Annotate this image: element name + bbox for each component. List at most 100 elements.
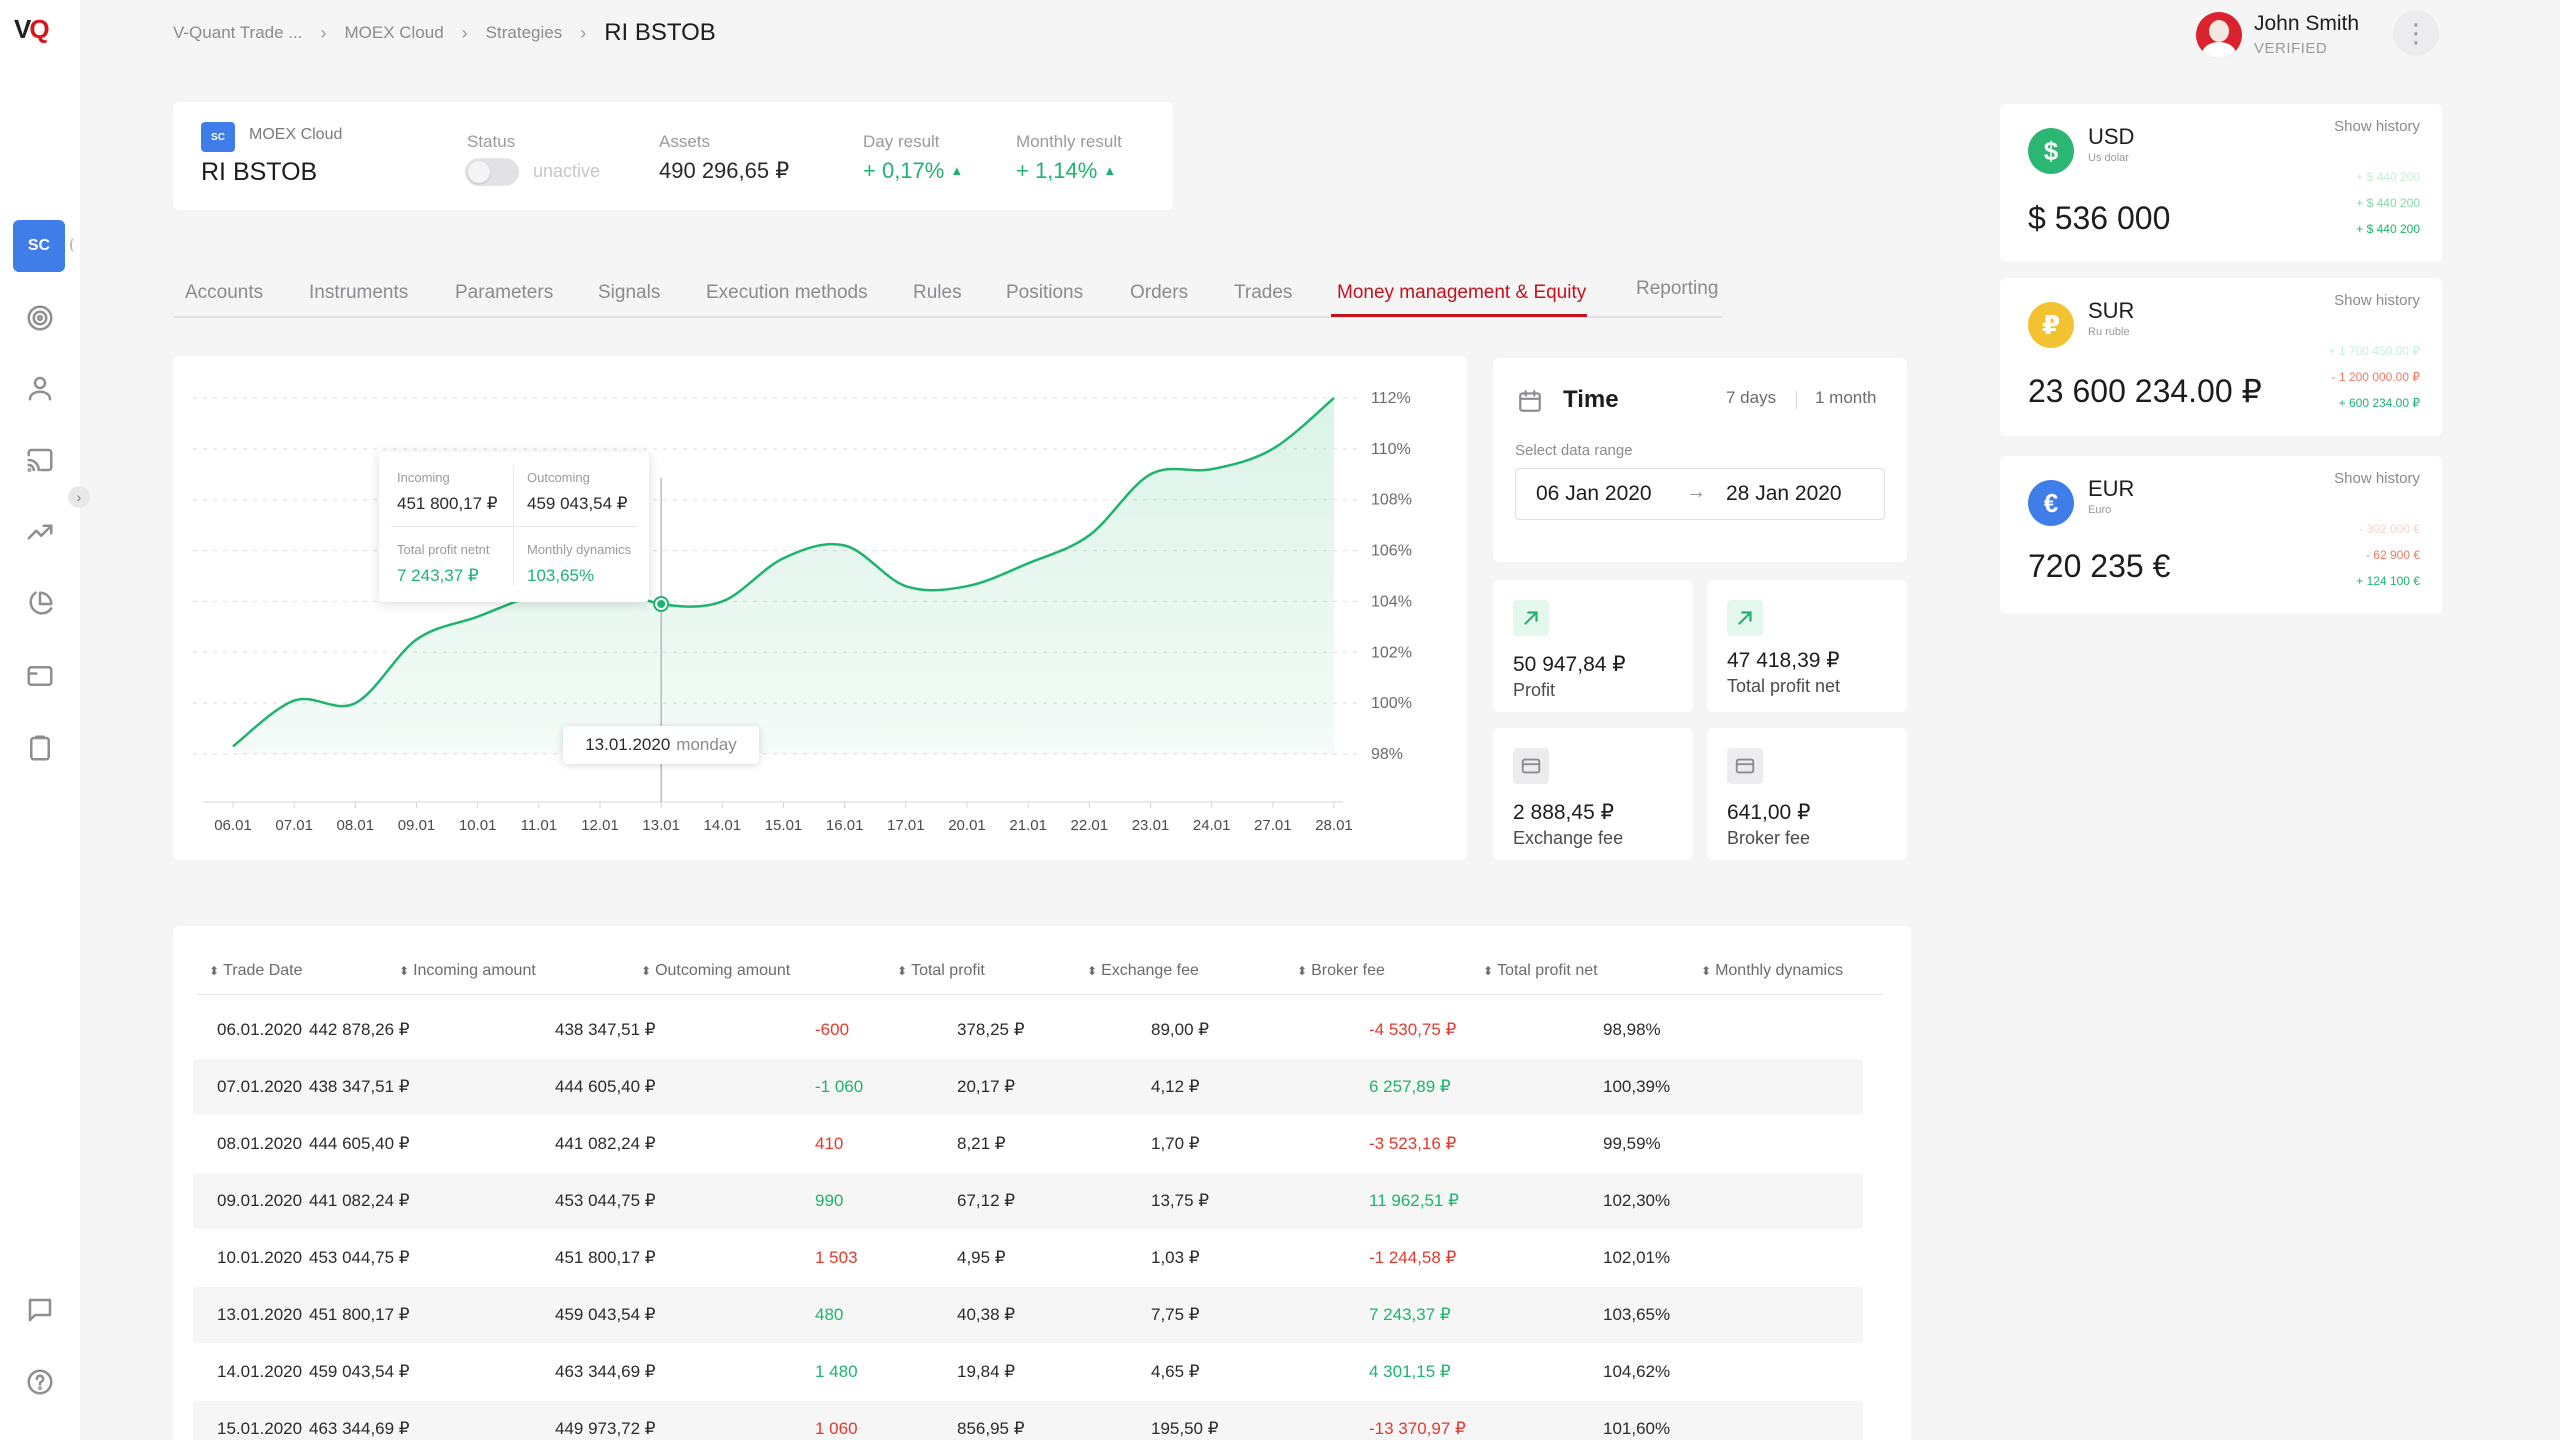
x-tick-label: 22.01	[1071, 817, 1109, 834]
range-1-month[interactable]: 1 month	[1815, 388, 1877, 407]
stat-label: Profit	[1513, 680, 1556, 700]
column-header-incoming[interactable]: ⬍ Incoming amount	[399, 962, 536, 979]
sidebar: VQ SC ›	[0, 0, 90, 1440]
column-header-trade-date[interactable]: ⬍ Trade Date	[209, 962, 303, 979]
currency-card-eur: € EUR Euro Show history 720 235 € - 302 …	[2000, 456, 2442, 614]
pie-chart-icon[interactable]	[20, 584, 60, 624]
table-cell: 441 082,24 ₽	[555, 1134, 656, 1153]
table-cell: 990	[815, 1191, 844, 1210]
table-cell: 104,62%	[1603, 1362, 1671, 1381]
tab-instruments[interactable]: Instruments	[309, 282, 409, 303]
column-header-total-profit[interactable]: ⬍ Total profit	[897, 962, 985, 979]
clipboard-icon[interactable]	[20, 728, 60, 768]
sort-icon: ⬍	[1087, 964, 1098, 978]
table-cell: 449 973,72 ₽	[555, 1419, 656, 1438]
tab-rules[interactable]: Rules	[913, 282, 962, 303]
card-icon	[1513, 748, 1549, 784]
history-entry: + 600 234.00 ₽	[2338, 396, 2420, 410]
table-cell: 459 043,54 ₽	[555, 1305, 656, 1324]
sidebar-expand-button[interactable]: ›	[68, 486, 90, 508]
date-range-picker[interactable]: 06 Jan 2020 → 28 Jan 2020	[1515, 468, 1885, 520]
chat-icon[interactable]	[20, 1290, 60, 1330]
table-row[interactable]: 13.01.2020 451 800,17 ₽ 459 043,54 ₽ 480 40,…	[193, 1287, 1863, 1343]
column-header-outcoming[interactable]: ⬍ Outcoming amount	[641, 962, 791, 979]
app-logo[interactable]: VQ	[14, 14, 50, 44]
breadcrumb-item[interactable]: MOEX Cloud	[344, 23, 444, 42]
trending-up-icon[interactable]	[20, 512, 60, 552]
x-tick-label: 15.01	[765, 817, 803, 834]
user-icon[interactable]	[20, 368, 60, 408]
column-header-total-profit-net[interactable]: ⬍ Total profit net	[1483, 962, 1598, 979]
table-cell: 06.01.2020	[217, 1020, 303, 1039]
more-menu-button[interactable]: ⋮	[2393, 10, 2439, 56]
user-status: VERIFIED	[2254, 40, 2328, 57]
show-history-link[interactable]: Show history	[2334, 118, 2420, 135]
table-row[interactable]: 08.01.2020 444 605,40 ₽ 441 082,24 ₽ 410 8,2…	[193, 1116, 1863, 1172]
table-cell: -13 370,97 ₽	[1369, 1419, 1466, 1438]
table-row[interactable]: 10.01.2020 453 044,75 ₽ 451 800,17 ₽ 1 503 4…	[193, 1230, 1863, 1286]
show-history-link[interactable]: Show history	[2334, 470, 2420, 487]
tab-trades[interactable]: Trades	[1234, 282, 1293, 303]
tab-bar: Accounts Instruments Parameters Signals …	[173, 278, 1723, 318]
table-row[interactable]: 09.01.2020 441 082,24 ₽ 453 044,75 ₽ 990 67,…	[193, 1173, 1863, 1229]
table-row[interactable]: 07.01.2020 438 347,51 ₽ 444 605,40 ₽ -1 060…	[193, 1059, 1863, 1115]
table-row[interactable]: 15.01.2020 463 344,69 ₽ 449 973,72 ₽ 1 060 8…	[193, 1401, 1863, 1440]
table-row[interactable]: 06.01.2020 442 878,26 ₽ 438 347,51 ₽ -600 37…	[193, 1002, 1863, 1058]
cast-icon[interactable]	[20, 440, 60, 480]
currency-amount: $ 536 000	[2028, 200, 2171, 236]
target-icon[interactable]	[20, 298, 60, 338]
table-cell: -600	[815, 1020, 850, 1039]
equity-chart[interactable]: 98% 100% 102% 104% 106% 108% 110% 112% 06.01 07.0…	[173, 356, 1467, 860]
x-tick-label: 16.01	[826, 817, 864, 834]
trades-table: ⬍ Trade Date ⬍ Incoming amount ⬍ Outcoming …	[173, 926, 1911, 1440]
x-tick-label: 06.01	[214, 817, 252, 834]
table-cell: -1 060	[815, 1077, 864, 1096]
y-tick-label: 100%	[1371, 695, 1412, 712]
tab-parameters[interactable]: Parameters	[455, 282, 554, 303]
table-cell: 459 043,54 ₽	[309, 1362, 410, 1381]
show-history-link[interactable]: Show history	[2334, 292, 2420, 309]
tab-orders[interactable]: Orders	[1130, 282, 1189, 303]
column-header-broker-fee[interactable]: ⬍ Broker fee	[1297, 962, 1385, 979]
breadcrumb-item[interactable]: Strategies	[485, 23, 563, 42]
user-profile[interactable]: John Smith VERIFIED	[2196, 10, 2396, 60]
page-title: RI BSTOB	[604, 19, 716, 46]
table-cell: 410	[815, 1134, 844, 1153]
table-cell: 4 301,15 ₽	[1369, 1362, 1451, 1381]
history-entry: - 302 000 €	[2359, 522, 2420, 536]
date-from[interactable]: 06 Jan 2020	[1536, 482, 1652, 505]
history-entry: + $ 440 200	[2356, 222, 2420, 236]
column-header-exchange-fee[interactable]: ⬍ Exchange fee	[1087, 962, 1199, 979]
date-to[interactable]: 28 Jan 2020	[1726, 482, 1842, 505]
table-cell: 102,30%	[1603, 1191, 1671, 1210]
history-entry: - 1 200 000.00 ₽	[2331, 370, 2420, 384]
strategy-nav-badge[interactable]: SC	[13, 220, 65, 272]
card-icon[interactable]	[20, 656, 60, 696]
tab-execution-methods[interactable]: Execution methods	[706, 282, 868, 303]
table-cell: 378,25 ₽	[957, 1020, 1025, 1039]
table-cell: 15.01.2020	[217, 1419, 303, 1438]
tab-positions[interactable]: Positions	[1006, 282, 1084, 303]
x-tick-label: 24.01	[1193, 817, 1231, 834]
avatar[interactable]	[2196, 12, 2242, 58]
monthly-result-label: Monthly result	[1016, 132, 1122, 151]
table-cell: 20,17 ₽	[957, 1077, 1016, 1096]
sort-icon: ⬍	[209, 964, 220, 978]
table-cell: 451 800,17 ₽	[309, 1305, 410, 1324]
tab-money-management[interactable]: Money management & Equity	[1337, 282, 1587, 303]
status-label: Status	[467, 132, 516, 151]
column-header-monthly-dynamics[interactable]: ⬍ Monthly dynamics	[1701, 962, 1844, 979]
table-cell: 7,75 ₽	[1151, 1305, 1200, 1324]
tab-reporting[interactable]: Reporting	[1636, 278, 1719, 299]
range-7-days[interactable]: 7 days	[1726, 388, 1777, 407]
tab-accounts[interactable]: Accounts	[185, 282, 264, 303]
table-cell: 13.01.2020	[217, 1305, 303, 1324]
y-tick-label: 110%	[1371, 441, 1411, 458]
table-row[interactable]: 14.01.2020 459 043,54 ₽ 463 344,69 ₽ 1 480 1…	[193, 1344, 1863, 1400]
breadcrumb-item[interactable]: V-Quant Trade ...	[173, 23, 303, 42]
status-toggle[interactable]	[465, 158, 519, 186]
table-cell: 89,00 ₽	[1151, 1020, 1210, 1039]
highlight-point-core	[657, 599, 666, 608]
tab-signals[interactable]: Signals	[598, 282, 661, 303]
help-icon[interactable]	[20, 1362, 60, 1402]
